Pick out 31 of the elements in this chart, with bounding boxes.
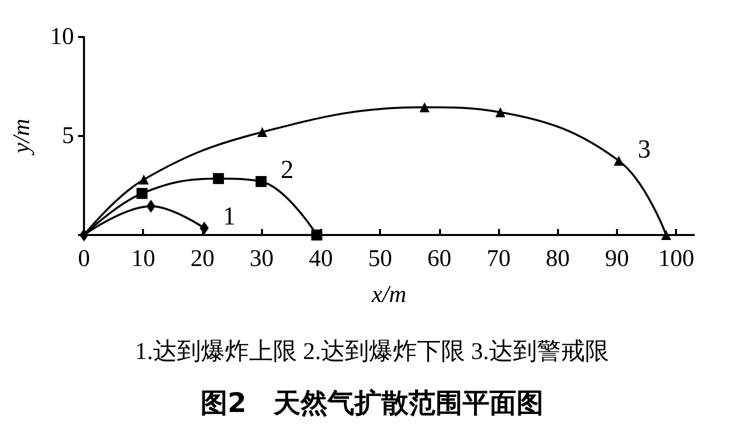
- x-tick-label: 70: [486, 246, 511, 272]
- text: 图2 天然气扩散范围平面图: [200, 387, 544, 421]
- point: [212, 173, 224, 184]
- point: [256, 176, 267, 188]
- point: [200, 222, 209, 235]
- point: [136, 188, 148, 199]
- point: [146, 200, 156, 213]
- text: 1.达到爆炸上限 2.达到爆炸下限 3.达到警戒限: [134, 338, 610, 367]
- x-tick-label: 30: [250, 246, 274, 272]
- series-label: 1: [222, 202, 236, 231]
- point: [138, 174, 149, 185]
- point: [420, 102, 430, 112]
- x-tick-label: 60: [427, 246, 452, 272]
- x-tick-label: 0: [78, 246, 90, 272]
- y-tick-label: 5: [62, 123, 74, 149]
- point: [495, 107, 506, 118]
- y-axis-title: y/m: [9, 118, 35, 156]
- x-tick-label: 90: [605, 246, 630, 272]
- point: [661, 230, 672, 240]
- point: [311, 230, 322, 240]
- series-label: 3: [638, 134, 651, 164]
- point: [257, 127, 268, 138]
- point: [614, 156, 624, 166]
- x-tick-label: 20: [190, 246, 214, 272]
- x-tick-label: 100: [658, 246, 694, 272]
- x-axis-title: x/m: [370, 282, 406, 308]
- x-tick-label: 40: [308, 246, 333, 272]
- x-tick-label: 10: [131, 246, 156, 272]
- series-label: 2: [280, 155, 294, 184]
- x-tick-label: 80: [546, 246, 570, 272]
- x-tick-label: 50: [368, 246, 392, 272]
